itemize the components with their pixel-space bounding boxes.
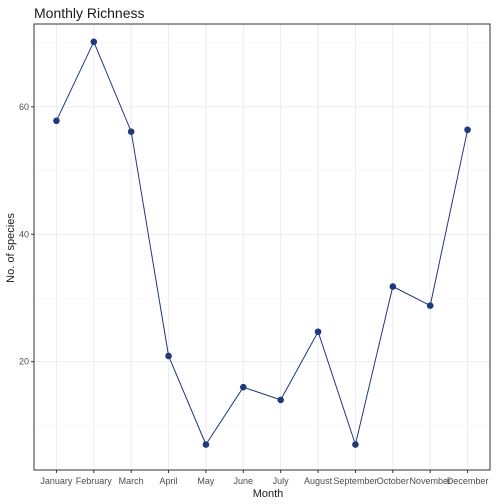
- x-tick-label: February: [76, 476, 113, 486]
- x-tick-label: August: [304, 476, 333, 486]
- data-point: [240, 383, 247, 391]
- data-point: [127, 128, 135, 135]
- x-tick-label: May: [197, 476, 215, 486]
- data-point: [90, 38, 98, 46]
- y-axis-title: No. of species: [5, 213, 17, 283]
- data-point: [165, 352, 172, 360]
- y-tick-label: 40: [19, 229, 29, 239]
- grid-lines: [34, 24, 490, 470]
- chart-title: Monthly Richness: [34, 5, 145, 21]
- x-tick-label: December: [447, 476, 489, 486]
- data-point: [352, 441, 359, 448]
- x-tick-label: June: [234, 476, 254, 486]
- y-tick-label: 20: [19, 357, 29, 367]
- x-tick-label: September: [333, 476, 377, 486]
- data-point: [426, 302, 434, 309]
- x-tick-label: April: [160, 476, 178, 486]
- y-axis: 20 40 60: [19, 102, 34, 367]
- data-point: [53, 117, 60, 125]
- data-point: [277, 396, 284, 404]
- panel-border: [33, 23, 491, 471]
- x-tick-label: March: [119, 476, 144, 486]
- x-axis-title: Month: [253, 488, 284, 500]
- data-point: [314, 328, 322, 336]
- x-axis: January February March April May June July Augu…: [40, 470, 488, 486]
- data-point: [389, 283, 397, 290]
- x-tick-label: October: [377, 476, 409, 486]
- data-point: [202, 441, 210, 448]
- x-tick-label: November: [409, 476, 451, 486]
- x-tick-label: July: [273, 476, 290, 486]
- data-point: [464, 126, 471, 134]
- x-tick-label: January: [40, 476, 73, 486]
- series-line: [55, 41, 469, 445]
- y-tick-label: 60: [19, 102, 29, 112]
- series-layer: [53, 38, 471, 448]
